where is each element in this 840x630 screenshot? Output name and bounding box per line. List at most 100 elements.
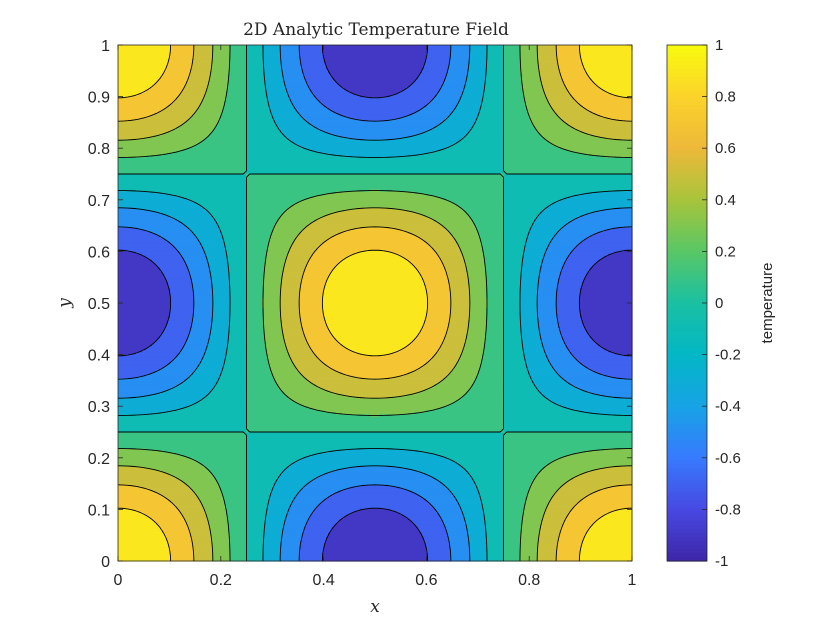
contour-band-cell [486,73,505,76]
contour-band-cell [170,297,195,301]
contour-band-cell [472,386,505,389]
contour-band-cell [218,380,247,383]
colorbar-segment [667,516,707,522]
contour-band-cell [422,390,469,393]
contour-band-cell [284,79,307,82]
contour-band-cell [484,514,505,518]
contour-band-cell [350,486,401,490]
contour-band-cell [206,510,227,514]
contour-band-cell [340,518,411,522]
contour-band-cell [446,456,505,460]
contour-band-cell [334,392,417,395]
contour-band-cell [464,346,485,349]
contour-band-cell [246,484,275,488]
contour-band-cell [584,67,633,70]
contour-band-cell [196,368,223,371]
contour-band-cell [580,556,633,560]
contour-band-cell [266,350,289,353]
contour-band-cell [538,308,557,311]
contour-band-cell [164,71,191,74]
contour-band-cell [556,297,581,301]
contour-band-cell [538,304,557,307]
contour-band-cell [504,253,525,257]
contour-band-cell [504,115,531,118]
contour-band-cell [246,498,271,502]
contour-band-cell [420,271,447,275]
y-tick-label: 0.2 [88,451,110,468]
contour-band-cell [522,87,543,90]
colorbar-segment [667,480,707,486]
contour-band-cell [392,352,437,355]
colorbar-segment [667,351,707,357]
contour-band-cell [484,520,505,524]
contour-band-cell [146,374,191,377]
contour-band-cell [118,175,247,179]
contour-band-cell [228,530,247,534]
contour-band-cell [246,474,281,478]
contour-band-cell [486,287,505,291]
contour-band-cell [266,261,285,265]
colorbar-segment [667,238,707,244]
contour-band-cell [480,496,505,500]
contour-band-cell [246,428,505,432]
contour-band-cell [138,510,181,514]
contour-band-cell [540,336,563,339]
contour-band-cell [564,81,595,84]
contour-band-cell [118,328,165,331]
contour-band-cell [118,346,149,349]
contour-band-cell [300,61,325,64]
contour-band-cell [544,91,569,94]
colorbar-segment [667,532,707,538]
contour-band-cell [186,197,247,201]
contour-band-cell [118,406,187,410]
contour-band-cell [614,207,633,211]
contour-band-cell [592,79,633,82]
contour-band-cell [484,352,505,355]
contour-band-cell [290,358,319,361]
contour-band-cell [246,243,269,247]
contour-band-cell [522,83,543,86]
contour-band-cell [604,229,633,233]
contour-band-cell [324,289,427,293]
contour-band-cell [222,368,247,371]
contour-band-cell [282,330,303,333]
contour-band-cell [450,540,469,544]
contour-band-cell [486,267,505,271]
contour-band-cell [188,524,211,528]
contour-band-cell [446,147,505,151]
contour-band-cell [400,137,463,140]
contour-band-cell [538,51,557,54]
contour-band-cell [264,279,283,283]
contour-band-cell [174,452,247,456]
contour-band-cell [442,83,467,86]
contour-band-cell [118,291,171,295]
contour-band-cell [326,281,425,285]
contour-band-cell [478,374,505,377]
contour-band-cell [564,482,633,486]
contour-band-cell [434,249,461,253]
colorbar-segment [667,270,707,276]
contour-band-cell [246,556,263,560]
contour-band-cell [476,121,505,124]
contour-band-cell [480,492,505,496]
contour-band-cell [246,468,285,472]
contour-band-cell [590,269,633,273]
contour-band-cell [454,109,481,112]
contour-band-cell [246,93,267,96]
contour-band-cell [308,406,443,410]
contour-band-cell [262,556,281,560]
contour-band-cell [442,342,467,345]
contour-band-cell [520,310,539,313]
contour-band-cell [118,386,175,389]
contour-band-cell [428,45,451,48]
contour-band-cell [522,518,543,522]
contour-band-cell [444,522,467,526]
contour-band-cell [546,249,573,253]
contour-band-cell [264,287,281,291]
contour-band-cell [192,279,213,283]
contour-band-cell [476,227,505,231]
contour-band-cell [304,117,351,120]
contour-band-cell [118,494,163,498]
contour-band-cell [228,257,247,261]
contour-band-cell [504,265,523,269]
